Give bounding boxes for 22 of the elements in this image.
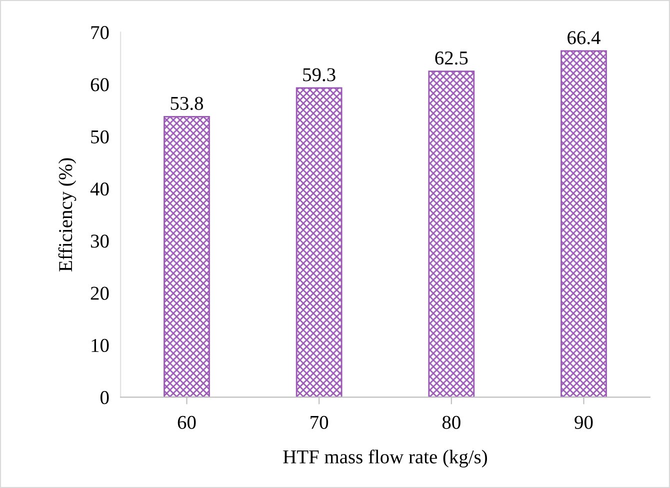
x-tick-label: 70 <box>310 416 328 429</box>
bar <box>164 116 210 398</box>
y-tick-label: 0 <box>100 391 109 404</box>
bar <box>296 87 342 398</box>
y-tick-label: 10 <box>92 338 109 352</box>
x-tick-label: 90 <box>574 416 593 429</box>
bar <box>428 70 475 398</box>
y-axis-title: Efficiency (%) <box>58 158 76 272</box>
data-label: 66.4 <box>568 31 600 44</box>
x-tick-label: 80 <box>442 416 460 429</box>
y-tick-label: 70 <box>91 26 109 40</box>
bar <box>560 50 607 398</box>
y-tick-label: 50 <box>91 130 109 144</box>
data-label: 59.3 <box>303 68 336 82</box>
data-label: 53.8 <box>170 96 204 110</box>
x-axis-title: HTF mass flow rate (kg/s) <box>283 450 487 468</box>
y-tick-label: 20 <box>90 286 109 300</box>
data-label: 62.5 <box>435 52 468 65</box>
y-tick-label: 60 <box>90 78 109 92</box>
y-tick-label: 40 <box>90 182 109 196</box>
y-tick-label: 30 <box>90 234 109 248</box>
x-tick-label: 60 <box>178 416 196 429</box>
